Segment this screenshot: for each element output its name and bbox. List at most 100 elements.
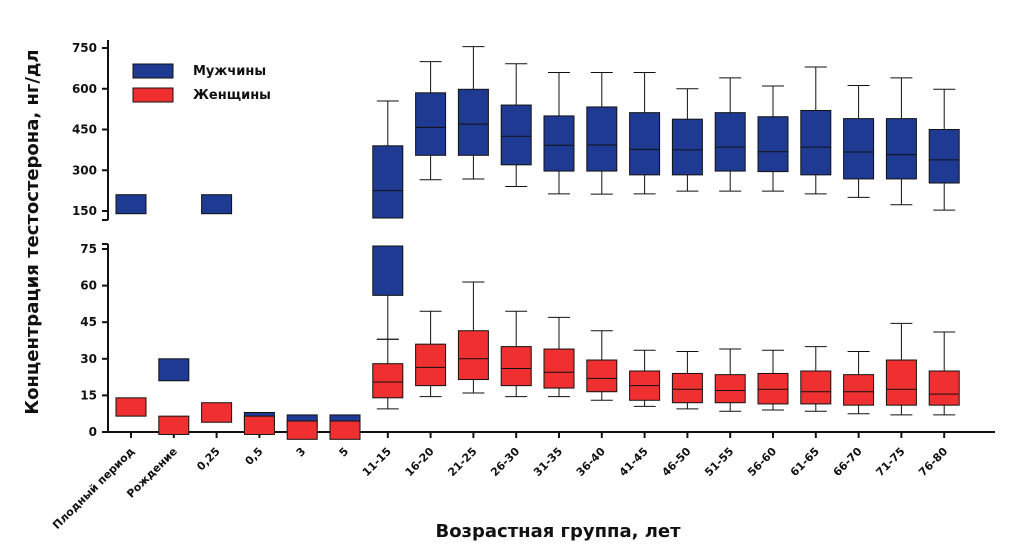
box-body (714, 112, 746, 172)
box-male (201, 194, 233, 215)
box-body (629, 112, 661, 176)
box-male (415, 61, 447, 181)
box-female (286, 420, 318, 440)
box-body (457, 88, 489, 156)
y-tick-label: 60 (80, 279, 97, 293)
box-male (671, 88, 703, 192)
x-tick-label: 51-55 (702, 445, 736, 479)
box-body (757, 116, 789, 173)
box-body (928, 129, 960, 184)
box-female (243, 415, 275, 435)
box-male (714, 77, 746, 192)
box-female (885, 322, 917, 416)
y-tick-label: 300 (72, 163, 97, 177)
box-body (543, 348, 575, 389)
box-female (629, 349, 661, 407)
box-female (800, 346, 832, 412)
x-tick-label: 61-65 (788, 445, 822, 479)
box-body (243, 415, 275, 435)
box-body (671, 118, 703, 176)
box-body (885, 359, 917, 406)
box-body (843, 374, 875, 406)
x-tick-label: 36-40 (574, 445, 608, 479)
x-tick-label: 56-60 (745, 445, 779, 479)
y-tick-label: 15 (80, 388, 97, 402)
y-tick-label: 30 (80, 352, 97, 366)
box-female (158, 415, 190, 435)
box-body (329, 420, 361, 440)
box-body (843, 118, 875, 180)
box-female (415, 310, 447, 398)
legend-label: Мужчины (193, 64, 266, 79)
x-tick-label: 5 (337, 445, 352, 460)
box-male (457, 46, 489, 180)
box-male (885, 77, 917, 206)
x-tick-label: 71-75 (873, 445, 907, 479)
box-body (115, 397, 147, 417)
x-tick-label: 66-70 (831, 445, 865, 479)
box-body (885, 118, 917, 180)
box-body (201, 194, 233, 215)
box-female (928, 331, 960, 416)
legend-swatch (132, 87, 174, 103)
y-tick-label: 75 (80, 242, 97, 256)
x-axis-title: Возрастная группа, лет (435, 521, 681, 542)
y-tick-label: 600 (72, 82, 97, 96)
box-body (415, 92, 447, 156)
box-male (158, 358, 190, 382)
box-female (457, 281, 489, 394)
x-tick-label: 0,5 (243, 445, 266, 468)
box-body (115, 194, 147, 215)
box-body (714, 374, 746, 404)
box-body-lower (372, 245, 404, 296)
box-body (800, 109, 832, 176)
box-body (158, 415, 190, 435)
legend: Мужчины Женщины (132, 63, 271, 103)
box-male (928, 88, 960, 211)
x-tick-label: 26-30 (488, 445, 522, 479)
box-female (543, 316, 575, 398)
box-body (372, 363, 404, 399)
plot-area (115, 46, 960, 440)
box-female (757, 349, 789, 411)
box-body (457, 330, 489, 381)
box-body (671, 372, 703, 404)
box-female (201, 402, 233, 423)
box-male (115, 194, 147, 215)
box-male (800, 66, 832, 195)
box-body (286, 420, 318, 440)
x-tick-label: Плодный период (50, 445, 137, 532)
x-tick-label: 31-35 (531, 445, 565, 479)
box-male (629, 71, 661, 195)
x-tick-label: 0,25 (194, 445, 222, 473)
box-female (500, 310, 532, 398)
box-body (158, 358, 190, 382)
x-tick-label: 76-80 (916, 445, 950, 479)
box-body (586, 106, 618, 172)
y-tick-label: 450 (72, 123, 97, 137)
x-tick-label: 21-25 (445, 445, 479, 479)
y-tick-label: 0 (89, 425, 97, 439)
box-female (671, 350, 703, 410)
box-female (372, 338, 404, 410)
box-female (115, 397, 147, 417)
box-male (500, 63, 532, 188)
x-tick-label: 46-50 (659, 445, 693, 479)
box-male (372, 100, 404, 340)
box-body (586, 359, 618, 393)
box-female (329, 420, 361, 440)
box-body (800, 370, 832, 405)
box-male (757, 85, 789, 192)
x-tick-label: 16-20 (403, 445, 437, 479)
box-body (415, 343, 447, 387)
box-female (714, 348, 746, 412)
box-female (586, 330, 618, 401)
box-female (843, 350, 875, 415)
y-tick-label: 750 (72, 41, 97, 55)
box-body (201, 402, 233, 423)
box-male (843, 84, 875, 198)
y-tick-label: 45 (80, 315, 97, 329)
x-tick-label: 3 (294, 445, 309, 460)
legend-label: Женщины (193, 88, 271, 103)
